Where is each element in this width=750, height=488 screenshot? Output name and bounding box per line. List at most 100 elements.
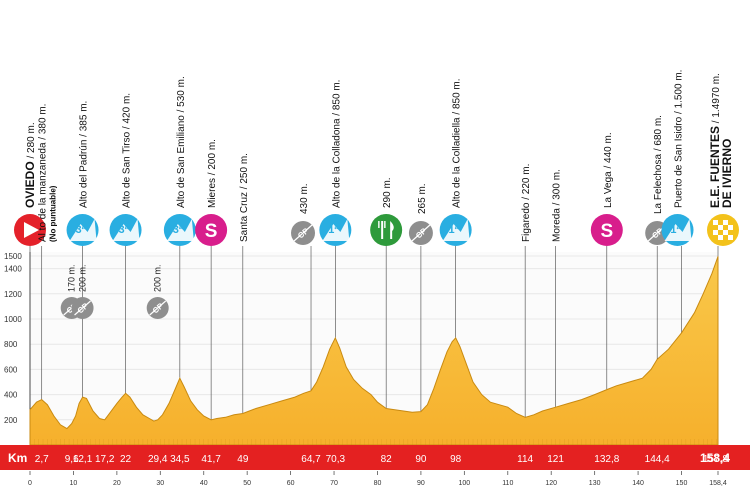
cat3-icon: 3ª — [109, 214, 142, 246]
waypoint-separator: / — [176, 107, 187, 115]
x-tick-label: 60 — [287, 480, 295, 487]
waypoint-name: Santa Cruz — [239, 192, 250, 242]
waypoint-label: Alto del Padrún / 385 m. — [79, 101, 90, 208]
waypoint-separator: / — [653, 146, 664, 154]
waypoint-name: La Vega — [603, 171, 614, 208]
knife — [390, 221, 394, 239]
y-tick-label: 1400 — [4, 265, 22, 274]
waypoint-separator: / — [207, 170, 218, 178]
waypoint-name-line: E.E. FUENTES — [708, 126, 722, 208]
waypoint-separator: / — [26, 153, 37, 161]
y-tick-label: 800 — [4, 340, 18, 349]
waypoint-altitude: 200 m. — [207, 139, 218, 170]
waypoint-separator: / — [521, 194, 532, 202]
km-mark-label: 12,1 — [73, 454, 93, 465]
waypoint-label: E.E. FUENTES / 1.4970 m. DE IVIERNO — [708, 73, 734, 208]
mountain-shape — [69, 219, 97, 241]
km-mark-label: 34,5 — [170, 454, 190, 465]
km-mark-label: 64,7 — [301, 454, 321, 465]
waypoint-note: (No puntuable) — [49, 185, 58, 242]
category-label: 1ª — [449, 224, 460, 236]
y-tick-label: 200 — [4, 416, 18, 425]
category-label: 1ª — [670, 224, 681, 236]
waypoint-name: Alto del Padrún — [79, 140, 90, 208]
elevation-area — [29, 256, 719, 446]
sprint-label: S — [205, 221, 218, 242]
feed-icon — [370, 214, 403, 246]
km-mark-label: 2,7 — [35, 454, 49, 465]
fork-tine — [384, 221, 386, 228]
km-mark-labels: 2,7 9,612,1 17,2 22 29,4 34,5 41,7 49 64,7 70,3 82… — [35, 451, 731, 465]
cp-icon: CP — [146, 297, 169, 319]
km-mark-label: 29,4 — [148, 454, 168, 465]
waypoint-name: Alto de la Colladona — [331, 118, 342, 208]
category-label: 3ª — [118, 224, 129, 236]
elevation-profile — [29, 256, 719, 446]
waypoint-name: Puerto de San Isidro — [674, 116, 685, 208]
finish-check — [723, 220, 728, 225]
km-mark-label: 22 — [120, 454, 132, 465]
x-tick-label: 50 — [243, 480, 251, 487]
waypoint-name: Moreda — [552, 208, 563, 242]
waypoint-separator: / — [452, 109, 463, 117]
category-label: 1ª — [328, 224, 339, 236]
waypoint-name: La Felechosa — [653, 154, 664, 214]
cp-slash — [411, 224, 431, 242]
waypoint-separator: / — [711, 118, 722, 126]
waypoint-altitude: 850 m. — [452, 78, 463, 109]
waypoint-altitude: 300 m. — [552, 169, 563, 200]
cat1-icon: 1ª — [661, 214, 694, 246]
sprint-circle — [590, 214, 623, 246]
waypoint-name: Al to de la manzaneda — [38, 142, 49, 242]
cp-icon: CP — [408, 221, 433, 245]
y-tick-label: 600 — [4, 365, 18, 374]
fork — [381, 221, 384, 239]
sprint-icon: S — [590, 214, 623, 246]
waypoint-altitude: 380 m. — [38, 104, 49, 135]
x-tick-label: 130 — [589, 480, 601, 487]
category-label: 3ª — [75, 224, 86, 236]
km-mark-label: 157,8 — [703, 454, 728, 465]
km-mark-label: 90 — [415, 454, 427, 465]
km-mark-label: 9,6 — [65, 454, 79, 465]
waypoint-separator: / — [79, 131, 90, 139]
waypoint-label: La Vega / 440 m. — [603, 132, 614, 208]
y-tick-label: 1500 — [4, 252, 22, 261]
km-mark-label: 70,3 — [326, 454, 346, 465]
y-tick-label: 1200 — [4, 290, 22, 299]
km-mark-label: 98 — [450, 454, 462, 465]
x-tick-label: 110 — [502, 480, 513, 487]
waypoint-name-line: DE IVIERNO — [720, 139, 734, 208]
waypoint-altitude: 1.500 m. — [674, 70, 685, 109]
waypoint-label: Alto de la Colladiella / 850 m. — [452, 78, 463, 208]
waypoint-altitude: 530 m. — [176, 76, 187, 107]
mountain-shape — [322, 219, 350, 241]
y-tick-label: 400 — [4, 391, 18, 400]
distance-axis: 0 10 20 30 40 50 60 70 80 90 100 110 120 130 140 150 158… — [28, 471, 727, 487]
km-label: Km — [8, 451, 27, 465]
cat3-icon: 3ª — [163, 214, 196, 246]
km-mark-label: 158,4 — [700, 451, 730, 465]
waypoint-label: Al to de la manzaneda / 380 m. — [38, 104, 49, 242]
waypoint-altitude: 220 m. — [521, 164, 532, 195]
waypoint-altitude: 290 m. — [382, 177, 393, 208]
waypoint-label: OVIEDO / 280 m. — [23, 122, 37, 208]
waypoint-name: OVIEDO — [23, 161, 37, 208]
km-mark-label: 41,7 — [201, 454, 221, 465]
waypoint-label: 290 m. — [382, 177, 393, 208]
waypoint-separator: / — [552, 200, 563, 208]
waypoint-altitude: 420 m. — [122, 93, 133, 124]
finish-check — [723, 230, 728, 235]
waypoint-separator: / — [603, 163, 614, 171]
waypoint-altitude: 430 m. — [299, 183, 310, 214]
waypoint-label: Moreda / 300 m. — [552, 169, 563, 242]
x-tick-label: 80 — [374, 480, 382, 487]
waypoint-altitude: 250 m. — [239, 153, 250, 184]
waypoint-altitude: 385 m. — [79, 101, 90, 132]
category-label: 3ª — [173, 224, 184, 236]
cat1-icon: 1ª — [319, 214, 352, 246]
waypoint-label: Alto de San Emiliano / 530 m. — [176, 76, 187, 208]
waypoint-altitude: 280 m. — [26, 122, 37, 153]
x-tick-label: 30 — [156, 480, 164, 487]
x-tick-label: 158,4 — [709, 480, 727, 487]
